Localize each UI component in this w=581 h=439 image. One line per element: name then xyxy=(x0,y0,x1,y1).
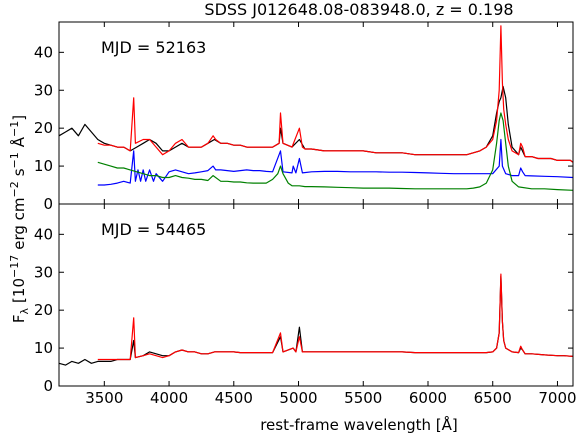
y-tick-label: 30 xyxy=(34,263,53,281)
y-tick-label: 30 xyxy=(34,81,53,99)
y-label-exp1: −17 xyxy=(8,255,21,278)
series-line-0-3 xyxy=(97,112,574,191)
x-tick-label: 4500 xyxy=(215,389,253,407)
x-tick-label: 7000 xyxy=(538,389,576,407)
series-line-1-1 xyxy=(97,273,574,361)
y-label-ang: Å xyxy=(9,136,28,147)
y-label-s: s xyxy=(10,168,28,176)
plot-frame xyxy=(58,203,574,387)
y-label-erg: erg cm xyxy=(10,198,28,250)
y-tick-label: 0 xyxy=(43,195,53,213)
y-label-close: ] xyxy=(10,115,28,121)
x-axis-label: rest-frame wavelength [Å] xyxy=(260,415,458,434)
chart-title: SDSS J012648.08-083948.0, z = 0.198 xyxy=(204,0,513,19)
y-tick-label: 10 xyxy=(34,339,53,357)
y-tick-label: 0 xyxy=(43,377,53,395)
series-line-0-1 xyxy=(97,25,574,163)
x-tick-label: 3500 xyxy=(85,389,123,407)
panel-label: MJD = 52163 xyxy=(101,38,206,57)
y-label-open: [10 xyxy=(10,278,28,303)
y-tick-label: 10 xyxy=(34,157,53,175)
panel-top: 0 10 20 30 40 MJD = 52163 xyxy=(34,21,574,213)
panel-label: MJD = 54465 xyxy=(101,220,206,239)
series-line-0-2 xyxy=(97,138,574,186)
y-tick-label: 40 xyxy=(34,43,53,61)
y-label-lambda: λ xyxy=(18,307,31,314)
x-tick-label: 5500 xyxy=(344,389,382,407)
x-tick-label: 6000 xyxy=(409,389,447,407)
y-axis-label: Fλ[10−17erg cm−2s−1Å−1] xyxy=(8,115,31,323)
y-label-exp3: −1 xyxy=(8,152,21,168)
y-tick-label: 40 xyxy=(34,225,53,243)
x-tick-label: 4000 xyxy=(150,389,188,407)
y-tick-label: 20 xyxy=(34,301,53,319)
y-tick-label: 20 xyxy=(34,119,53,137)
y-label-exp4: −1 xyxy=(8,121,21,137)
x-tick-label: 5000 xyxy=(279,389,317,407)
y-label-exp2: −2 xyxy=(8,181,21,197)
panel-bottom: 3500 4000 4500 5000 5500 6000 6500 7000 0 10 20 30 4… xyxy=(34,203,577,407)
x-tick-label: 6500 xyxy=(474,389,512,407)
y-label-f: F xyxy=(10,314,28,323)
